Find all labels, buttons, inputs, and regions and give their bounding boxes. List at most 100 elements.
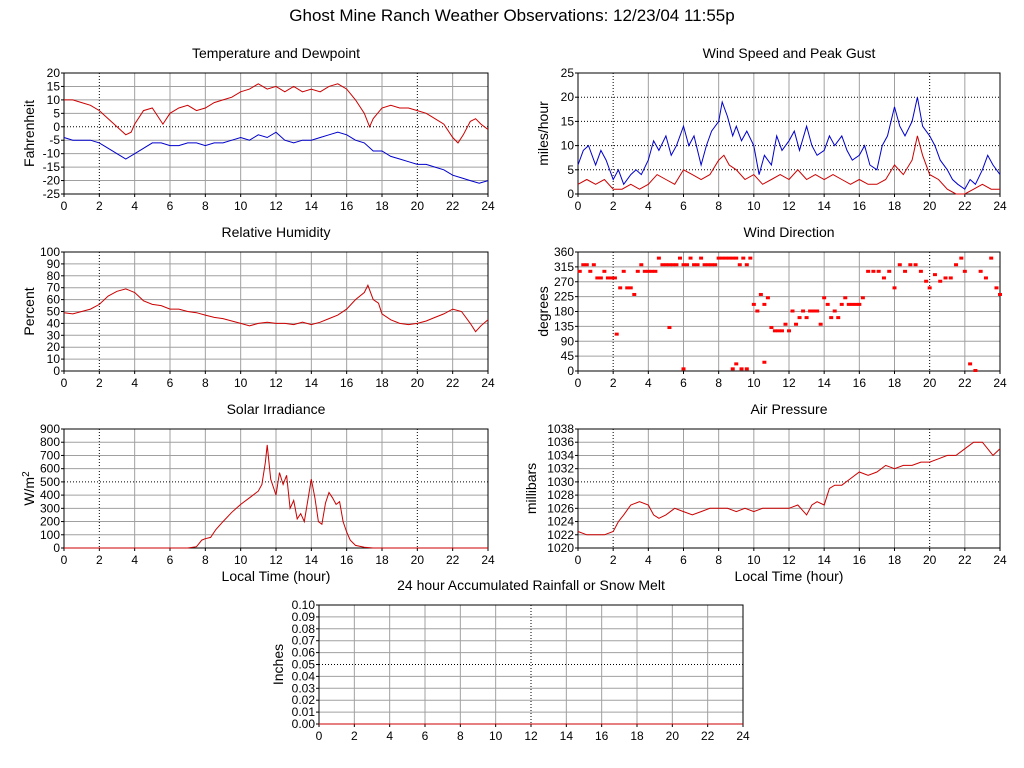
x-tick-label: 14	[560, 729, 574, 743]
y-tick-label: 15	[561, 114, 575, 128]
x-tick-label: 12	[269, 376, 283, 390]
data-point	[642, 269, 647, 273]
data-point	[829, 316, 834, 320]
data-point	[932, 273, 937, 277]
data-point	[681, 263, 686, 267]
y-tick-label: 0	[53, 541, 60, 555]
data-point	[790, 309, 795, 313]
data-point	[797, 316, 802, 320]
y-tick-label: 0.10	[292, 598, 316, 612]
y-tick-label: 300	[40, 501, 60, 515]
y-tick-label: 360	[554, 245, 574, 259]
data-point	[741, 256, 746, 260]
data-point	[653, 269, 658, 273]
x-tick-label: 16	[853, 553, 867, 567]
data-point	[811, 309, 816, 313]
x-tick-label: 20	[923, 199, 937, 213]
data-point	[663, 263, 668, 267]
x-tick-label: 6	[422, 729, 429, 743]
y-tick-label: 90	[561, 334, 575, 348]
x-tick-label: 18	[630, 729, 644, 743]
x-tick-label: 16	[340, 199, 354, 213]
data-point	[632, 292, 637, 296]
data-point	[584, 263, 589, 267]
data-point	[670, 263, 675, 267]
data-point	[913, 263, 918, 267]
y-tick-label: 0	[567, 187, 574, 201]
data-point	[734, 362, 739, 366]
data-point	[850, 302, 855, 306]
x-tick-label: 8	[457, 729, 464, 743]
x-tick-label: 4	[131, 376, 138, 390]
data-point	[720, 256, 725, 260]
y-tick-label: 20	[561, 90, 575, 104]
x-tick-label: 2	[610, 376, 617, 390]
data-point	[762, 302, 767, 306]
data-point	[755, 309, 760, 313]
series-line	[577, 441, 1001, 536]
series-line	[577, 97, 1001, 190]
y-tick-label: 900	[40, 422, 60, 436]
y-axis-label: Fahrenheit	[21, 100, 37, 167]
data-point	[881, 276, 886, 280]
y-tick-label: 0.09	[292, 610, 316, 624]
x-tick-label: 2	[96, 199, 103, 213]
data-point	[954, 263, 959, 267]
data-point	[897, 263, 902, 267]
data-point	[876, 269, 881, 273]
y-tick-label: 600	[40, 462, 60, 476]
series-line	[63, 131, 489, 184]
x-tick-label: 22	[958, 553, 972, 567]
x-tick-label: 20	[923, 376, 937, 390]
data-point	[772, 329, 777, 333]
data-point	[794, 322, 799, 326]
data-point	[808, 309, 813, 313]
y-axis-label: Percent	[21, 287, 37, 335]
data-point	[978, 269, 983, 273]
x-tick-label: 18	[888, 376, 902, 390]
y-tick-label: 5	[53, 106, 60, 120]
data-point	[716, 256, 721, 260]
x-tick-label: 0	[61, 199, 68, 213]
y-tick-label: 800	[40, 435, 60, 449]
data-point	[924, 279, 929, 283]
series-line	[64, 444, 488, 549]
data-point	[853, 302, 858, 306]
x-tick-label: 16	[853, 199, 867, 213]
y-tick-label: 0.02	[292, 693, 316, 707]
data-point	[846, 302, 851, 306]
x-tick-label: 24	[993, 553, 1007, 567]
data-point	[660, 263, 665, 267]
page-title: Ghost Mine Ranch Weather Observations: 1…	[289, 6, 735, 25]
data-point	[908, 263, 913, 267]
data-point	[762, 360, 767, 364]
data-point	[635, 269, 640, 273]
data-point	[685, 263, 690, 267]
data-point	[860, 296, 865, 300]
plot-border	[63, 428, 489, 549]
x-tick-label: 8	[715, 553, 722, 567]
y-tick-label: 45	[561, 349, 575, 363]
data-point	[677, 256, 682, 260]
x-tick-label: 14	[305, 199, 319, 213]
data-point	[709, 263, 714, 267]
y-tick-label: 0	[53, 120, 60, 134]
y-tick-label: 500	[40, 475, 60, 489]
x-tick-label: 20	[411, 376, 425, 390]
x-tick-label: 18	[888, 199, 902, 213]
data-point	[871, 269, 876, 273]
x-tick-label: 0	[61, 553, 68, 567]
data-point	[730, 256, 735, 260]
data-point	[857, 302, 862, 306]
data-point	[695, 263, 700, 267]
y-tick-label: 200	[40, 515, 60, 529]
x-tick-label: 14	[305, 376, 319, 390]
y-tick-label: 10	[47, 93, 61, 107]
x-tick-label: 14	[817, 199, 831, 213]
y-tick-label: 1028	[547, 488, 574, 502]
data-point	[612, 276, 617, 280]
y-tick-label: 0	[53, 364, 60, 378]
x-tick-label: 6	[167, 199, 174, 213]
data-point	[681, 367, 686, 371]
data-point	[866, 269, 871, 273]
